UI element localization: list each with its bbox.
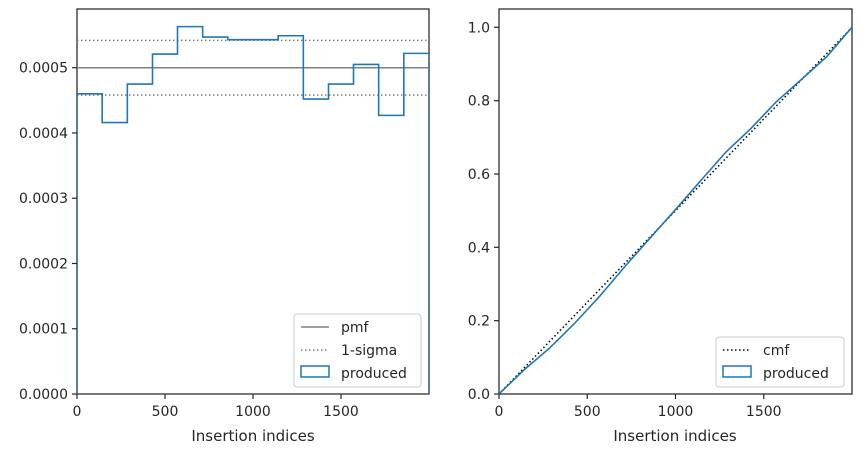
x-axis-ticks-left: 0 500 1000 1500: [73, 394, 359, 420]
legend-swatch-produced-right: [722, 365, 752, 378]
y-tick-label: 0.0004: [19, 126, 68, 142]
legend-label-cmf: cmf: [763, 343, 790, 359]
series-produced: [499, 26, 852, 394]
x-tick-label: 0: [73, 404, 82, 420]
y-tick-label: 0.0002: [19, 256, 68, 272]
y-tick-label: 1.0: [468, 20, 490, 36]
legend-right: cmf produced: [715, 336, 845, 388]
x-tick-label: 500: [574, 404, 601, 420]
plot-lines-right: [499, 26, 852, 394]
y-tick-label: 0.6: [468, 167, 490, 183]
x-axis-label-right: Insertion indices: [613, 427, 736, 445]
legend-label-pmf: pmf: [341, 320, 370, 336]
y-tick-label: 0.8: [468, 94, 490, 110]
x-axis-ticks-right: 0 500 1000 1500: [495, 394, 782, 420]
y-tick-label: 0.2: [468, 314, 490, 330]
legend-swatch-produced-left: [300, 365, 330, 378]
x-tick-label: 500: [152, 404, 179, 420]
y-tick-label: 0.0000: [19, 387, 68, 403]
legend-left: pmf 1-sigma produced: [293, 313, 422, 388]
legend-label-1-sigma: 1-sigma: [341, 343, 397, 359]
plot-area-right: [498, 8, 853, 395]
y-tick-label: 0.0003: [19, 191, 68, 207]
cmf-line-chart: 0 500 1000 1500 0.0 0.2 0.4 0.6 0.8 1.0 Insertio…: [468, 8, 853, 445]
x-tick-label: 0: [495, 404, 504, 420]
pmf-histogram-chart: 0 500 1000 1500 0.00000.00010.00020.00030.0…: [19, 8, 430, 445]
y-tick-label: 0.0: [468, 387, 490, 403]
y-axis-ticks-left: 0.0000 0.0001 0.0002 0.0003 0.0004 0.0005: [19, 61, 77, 403]
series-produced: [77, 25, 429, 394]
y-axis-ticks-right: 0.0 0.2 0.4 0.6 0.8 1.0: [468, 20, 499, 403]
x-tick-label: 1500: [746, 404, 782, 420]
legend-label-produced-right: produced: [763, 366, 829, 382]
x-tick-label: 1500: [323, 404, 359, 420]
x-tick-label: 1000: [235, 404, 271, 420]
y-tick-label: 0.4: [468, 240, 490, 256]
legend-box-left: [293, 313, 422, 388]
legend-label-produced-left: produced: [341, 366, 407, 382]
y-tick-label: 0.0001: [19, 322, 68, 338]
x-tick-label: 1000: [658, 404, 694, 420]
x-axis-label-left: Insertion indices: [191, 427, 314, 445]
y-tick-label: 0.0005: [19, 61, 68, 77]
series-cmf: [499, 26, 852, 394]
plot-lines-left: [77, 25, 429, 394]
